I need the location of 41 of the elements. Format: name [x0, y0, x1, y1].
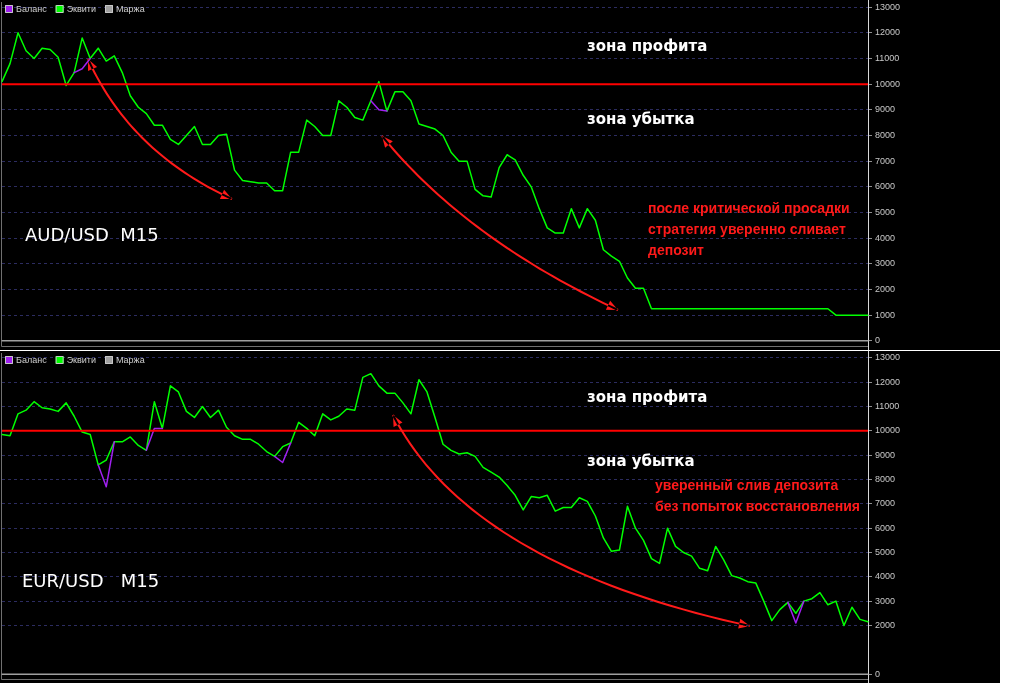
legend-label: Маржа [116, 354, 145, 365]
y-tick-label: 12000 [875, 376, 901, 387]
annotation: зона убытка [587, 110, 695, 128]
y-tick-label: 11000 [875, 401, 900, 412]
annotation: после критической просадки стратегия уверенно сливает депозит [648, 199, 850, 260]
legend-label: Эквити [66, 3, 97, 14]
y-tick-label: 10000 [875, 78, 901, 89]
legend-label: Эквити [66, 354, 97, 365]
annotation: зона убытка [587, 452, 695, 470]
annotation: уверенный слив депозита без попыток восстановления [655, 476, 860, 516]
y-tick-label: 9000 [875, 104, 896, 115]
y-tick-label: 2000 [875, 619, 896, 630]
y-tick-label: 10000 [875, 425, 901, 436]
annotation: зона профита [587, 388, 708, 406]
legend-label: Баланс [16, 3, 48, 14]
y-tick-label: 13000 [875, 352, 901, 363]
y-tick-label: 3000 [875, 258, 896, 269]
y-tick-label: 3000 [875, 595, 896, 606]
annotation: зона профита [587, 37, 708, 55]
y-tick-label: 4000 [875, 232, 896, 243]
legend-label: Маржа [116, 3, 145, 14]
y-tick-label: 4000 [875, 571, 896, 582]
y-tick-label: 6000 [875, 522, 896, 533]
y-tick-label: 5000 [875, 206, 896, 217]
y-tick-label: 7000 [875, 155, 896, 166]
y-tick-label: 9000 [875, 449, 896, 460]
text: AUD/USD M15 [25, 223, 159, 245]
y-tick-label: 6000 [875, 181, 896, 192]
y-tick-label: 8000 [875, 129, 896, 140]
y-tick-label: 13000 [875, 1, 901, 12]
y-tick-label: 2000 [875, 284, 896, 295]
legend-label: Баланс [16, 354, 48, 365]
y-tick-label: 7000 [875, 498, 896, 509]
y-tick-label: 1000 [875, 309, 896, 320]
text: EUR/USD M15 [22, 569, 160, 591]
y-tick-label: 12000 [875, 27, 901, 38]
y-tick-label: 8000 [875, 473, 896, 484]
y-tick-label: 0 [875, 668, 881, 679]
y-tick-label: 5000 [875, 546, 896, 557]
y-tick-label: 11000 [875, 52, 900, 63]
y-tick-label: 0 [875, 335, 881, 346]
